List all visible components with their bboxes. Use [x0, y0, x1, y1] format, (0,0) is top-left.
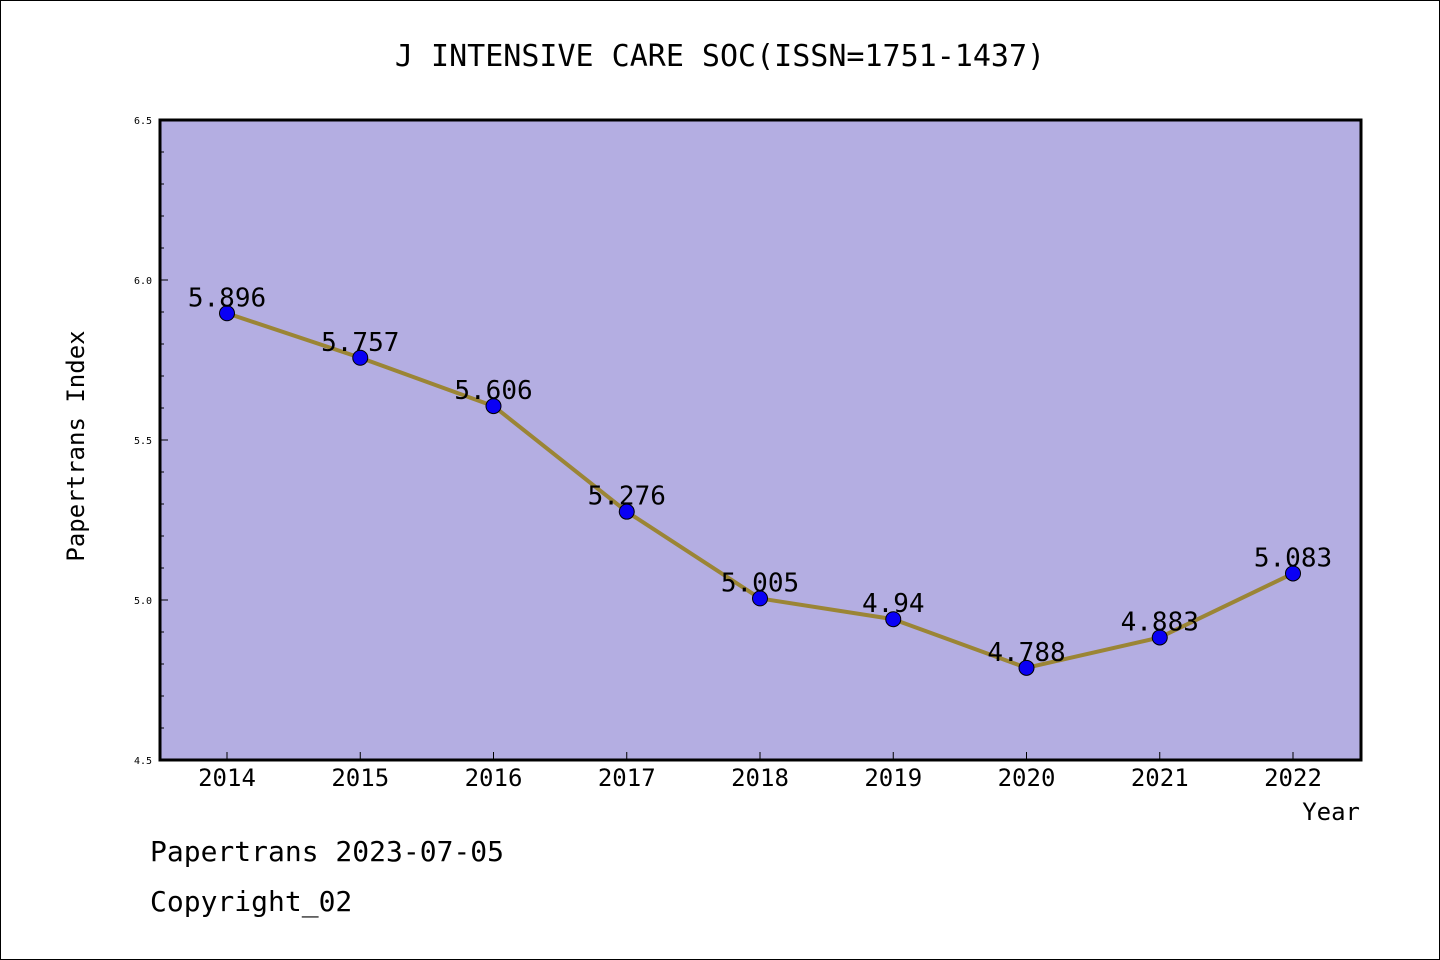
- x-tick-label: 2016: [465, 764, 523, 792]
- data-labels: 5.896 5.757 5.606 5.276 5.005 4.94 4.788 4.883 5…: [188, 283, 1332, 668]
- y-tick-label: 5.0: [134, 596, 152, 607]
- data-point-label: 4.788: [987, 638, 1065, 668]
- y-axis-label: Papertrans Index: [62, 330, 90, 561]
- y-axis-ticks: 4.5 5.0 5.5 6.0 6.5: [134, 116, 168, 767]
- data-point-label: 5.606: [454, 376, 532, 406]
- data-point-label: 5.896: [188, 283, 266, 313]
- series-markers: [219, 305, 1301, 676]
- y-tick-label: 6.5: [134, 116, 152, 127]
- data-point-label: 5.276: [588, 482, 666, 512]
- data-point-marker: [752, 590, 768, 607]
- x-tick-label: 2021: [1131, 764, 1189, 792]
- data-point-marker: [219, 305, 235, 322]
- x-tick-label: 2014: [198, 764, 256, 792]
- footer-copyright: Copyright_02: [150, 885, 353, 918]
- data-point-marker: [485, 398, 502, 415]
- data-point-label: 5.757: [321, 328, 399, 358]
- x-tick-label: 2020: [998, 764, 1056, 792]
- data-point-label: 5.083: [1254, 543, 1332, 573]
- x-tick-label: 2015: [331, 764, 389, 792]
- data-point-marker: [1285, 565, 1301, 582]
- y-tick-label: 6.0: [134, 276, 152, 287]
- plot-area: [158, 118, 1363, 762]
- data-point-marker: [618, 503, 635, 520]
- data-point-label: 5.005: [721, 568, 799, 598]
- data-point-label: 4.883: [1121, 607, 1199, 637]
- footer-date: Papertrans 2023-07-05: [150, 835, 505, 868]
- x-axis-label: Year: [1302, 798, 1360, 826]
- x-tick-label: 2019: [864, 764, 922, 792]
- y-tick-label: 4.5: [134, 756, 152, 767]
- chart-title: J INTENSIVE CARE SOC(ISSN=1751-1437): [395, 39, 1045, 74]
- x-tick-label: 2017: [598, 764, 656, 792]
- data-point-marker: [1151, 629, 1168, 646]
- x-axis-ticks: 2014 2015 2016 2017 2018 2019 2020 2021 2022: [198, 752, 1322, 792]
- data-point-marker: [352, 349, 369, 366]
- y-tick-label: 5.5: [134, 436, 152, 447]
- data-point-label: 4.94: [862, 589, 925, 619]
- data-point-marker: [885, 611, 902, 628]
- data-point-marker: [1018, 659, 1035, 676]
- x-tick-label: 2018: [731, 764, 789, 792]
- x-tick-label: 2022: [1264, 764, 1322, 792]
